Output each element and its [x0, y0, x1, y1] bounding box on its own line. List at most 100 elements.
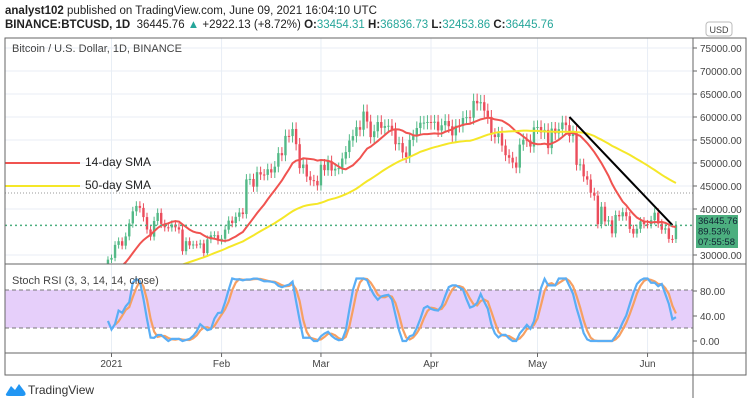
candle [511, 151, 514, 169]
candle [135, 201, 138, 216]
candle [376, 115, 379, 138]
candle [241, 207, 245, 219]
candle [120, 237, 124, 250]
candle [167, 223, 170, 232]
candle [419, 115, 422, 135]
tradingview-logo[interactable]: TradingView [5, 383, 95, 397]
price-label-price: 36445.76 [698, 216, 738, 227]
candle [93, 265, 95, 275]
tradingview-cloud-icon [5, 384, 26, 396]
candle [617, 210, 621, 221]
candle [564, 115, 568, 132]
low-label: L: [431, 19, 443, 31]
currency-label: USD [709, 25, 729, 35]
candle [369, 114, 372, 144]
close-label: C: [493, 19, 506, 31]
symbol: BINANCE:BTCUSD, 1D [5, 19, 131, 31]
price-label-countdown: 07:55:58 [698, 237, 735, 248]
candle [358, 120, 362, 137]
candle [255, 166, 259, 192]
y-tick-label: 55000.00 [700, 136, 742, 147]
candle [341, 152, 344, 174]
candle [454, 119, 458, 142]
candle [500, 126, 504, 152]
candle [529, 134, 532, 153]
sma-line-14 [122, 116, 677, 264]
candle [309, 171, 312, 186]
candle [582, 158, 585, 182]
candle [568, 118, 571, 143]
candle [625, 207, 628, 221]
candle [163, 219, 166, 232]
candle [486, 103, 489, 124]
candle [465, 110, 468, 125]
candle [184, 237, 188, 255]
candle [302, 158, 305, 174]
candle [138, 201, 142, 213]
candle [539, 120, 543, 140]
candle [426, 115, 429, 130]
candle [348, 134, 351, 159]
publish-info: analyst102 published on TradingView.com,… [5, 5, 377, 17]
candle [507, 149, 511, 164]
candle [390, 119, 394, 136]
candle [475, 93, 479, 111]
sma14-label: 14-day SMA [85, 155, 151, 169]
y-tick-label: 45000.00 [700, 182, 742, 193]
currency-button[interactable] [705, 21, 733, 37]
candle [287, 129, 291, 143]
candle [280, 147, 284, 162]
candle [245, 174, 248, 219]
candle [674, 221, 678, 243]
candle [433, 114, 436, 130]
candle [149, 225, 152, 241]
candle [312, 174, 316, 187]
candle [131, 206, 134, 228]
candle [227, 216, 230, 234]
candle [298, 137, 301, 174]
candle [316, 175, 319, 191]
publish-text: published on TradingView.com, June 09, 2… [67, 5, 377, 17]
candle [330, 155, 333, 177]
low-value: 32453.86 [442, 19, 491, 31]
stoch-k-line [106, 276, 677, 343]
price-label: 36445.76 89.53% 07:55:58 [696, 215, 738, 248]
candle [387, 119, 390, 133]
stoch-tick-label: 40.00 [700, 312, 725, 323]
candle [518, 138, 521, 174]
candle [145, 212, 149, 234]
candle [596, 190, 600, 229]
candle [191, 240, 195, 250]
candle [152, 216, 156, 241]
candle [259, 166, 262, 180]
y-tick-label: 50000.00 [700, 159, 742, 170]
trendline[interactable] [568, 116, 674, 226]
author[interactable]: analyst102 [5, 5, 64, 17]
y-tick-label: 30000.00 [700, 251, 742, 262]
sma50-label: 50-day SMA [85, 178, 151, 192]
candle [578, 158, 582, 171]
candle [671, 235, 674, 243]
x-tick-label: Apr [423, 359, 439, 370]
chart-frame [4, 37, 747, 376]
candle [536, 120, 539, 134]
candle [667, 224, 671, 243]
x-tick-label: Feb [213, 359, 231, 370]
y-tick-label: 70000.00 [700, 67, 742, 78]
candle [635, 224, 639, 238]
candle [223, 225, 227, 243]
candle [412, 129, 415, 147]
candle [103, 265, 105, 275]
candle [96, 265, 98, 272]
candle [110, 254, 113, 263]
candle [188, 237, 191, 250]
candle [593, 187, 596, 201]
candle [444, 114, 447, 132]
x-tick-label: May [528, 359, 547, 370]
candle [550, 121, 553, 155]
stoch-tick-label: 80.00 [700, 287, 725, 298]
candle [451, 119, 454, 142]
candle [483, 94, 486, 118]
y-tick-label: 40000.00 [700, 205, 742, 216]
